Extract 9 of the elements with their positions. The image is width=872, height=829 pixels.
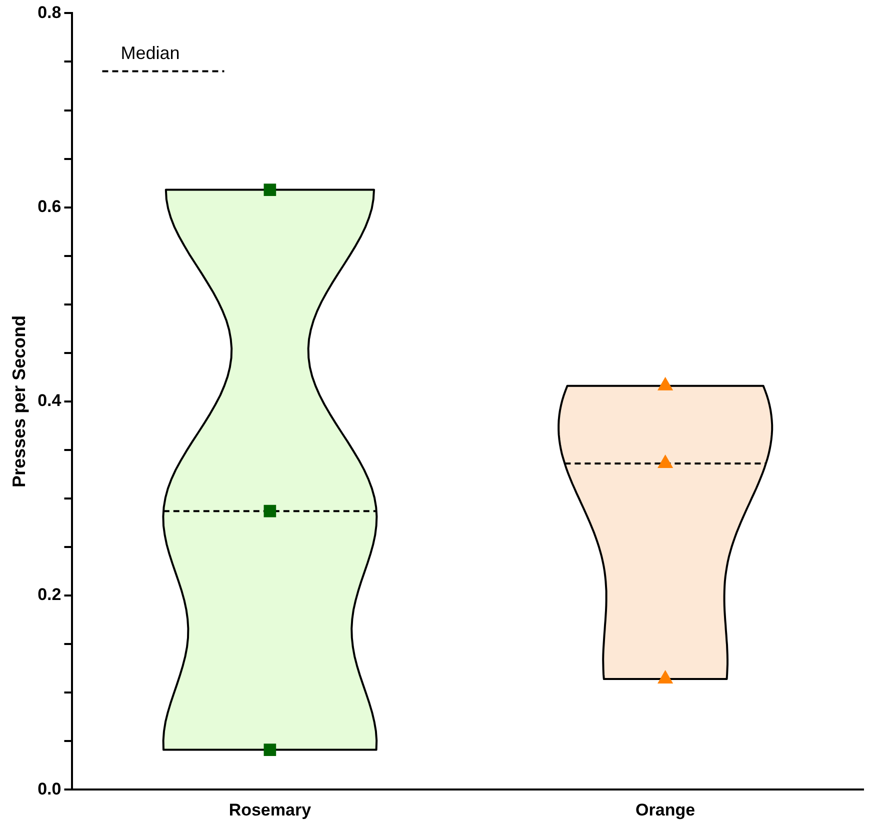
y-tick-label: 0.8 [38, 2, 62, 22]
y-tick-label: 0.0 [38, 779, 62, 798]
x-tick-label: Rosemary [228, 800, 312, 820]
y-tick-label: 0.6 [38, 196, 62, 216]
y-tick-label: 0.4 [38, 391, 62, 410]
y-axis-title: Presses per Second [8, 315, 29, 488]
x-tick-label: Orange [636, 800, 696, 820]
annotation: Median [120, 43, 180, 64]
y-tick-label: 0.2 [38, 585, 62, 604]
